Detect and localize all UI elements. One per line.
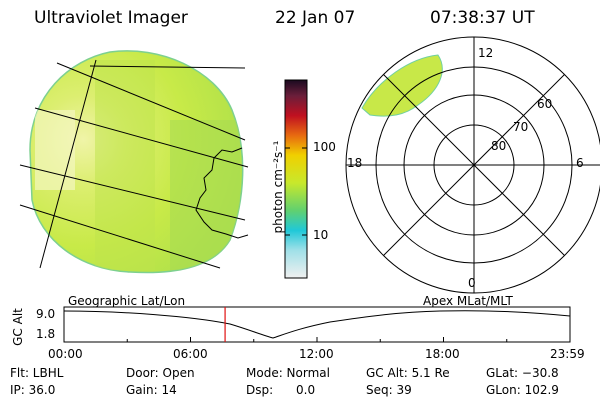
coastline bbox=[195, 147, 249, 239]
time-tick-18: 18:00 bbox=[425, 347, 460, 361]
panel-title-geographic: Geographic Lat/Lon bbox=[68, 294, 186, 308]
y-tick-min: 1.8 bbox=[36, 327, 56, 341]
lat-label-60: 60 bbox=[537, 97, 553, 111]
seq-status: Seq: 39 bbox=[366, 383, 412, 397]
glon-status: GLon: 102.9 bbox=[486, 383, 559, 397]
time-label: 07:38:37 UT bbox=[430, 8, 535, 28]
mlt-label-0: 0 bbox=[468, 276, 476, 290]
gc-alt-status: GC Alt: 5.1 Re bbox=[366, 366, 450, 380]
y-tick-max: 9.0 bbox=[36, 307, 56, 321]
glat-status: GLat: −30.8 bbox=[486, 366, 559, 380]
colorbar-tick-100: 100 bbox=[313, 140, 336, 154]
dsp-status: Dsp: 0.0 bbox=[246, 383, 316, 397]
mlt-label-12: 12 bbox=[478, 46, 494, 60]
time-tick-12: 12:00 bbox=[299, 347, 334, 361]
colorbar bbox=[284, 79, 308, 279]
time-tick-2359: 23:59 bbox=[550, 347, 585, 361]
lat-lon-grid bbox=[19, 59, 249, 269]
panel-title-apex: Apex MLat/MLT bbox=[423, 294, 513, 308]
lat-label-70: 70 bbox=[513, 120, 529, 134]
lat-label-80: 80 bbox=[491, 139, 507, 153]
colorbar-tick-10: 10 bbox=[313, 228, 329, 242]
gain-status: Gain: 14 bbox=[126, 383, 177, 397]
mlt-label-6: 6 bbox=[576, 156, 584, 170]
mlt-label-18: 18 bbox=[347, 156, 363, 170]
altitude-curve bbox=[63, 310, 571, 339]
time-tick-06: 06:00 bbox=[173, 347, 208, 361]
time-tick-00: 00:00 bbox=[48, 347, 83, 361]
door-status: Door: Open bbox=[126, 366, 195, 380]
ip-status: IP: 36.0 bbox=[10, 383, 56, 397]
date-label: 22 Jan 07 bbox=[275, 8, 356, 28]
instrument-title: Ultraviolet Imager bbox=[34, 8, 188, 28]
filter-status: Flt: LBHL bbox=[10, 366, 64, 380]
mode-status: Mode: Normal bbox=[246, 366, 330, 380]
auroral-oval-segment bbox=[361, 54, 443, 117]
